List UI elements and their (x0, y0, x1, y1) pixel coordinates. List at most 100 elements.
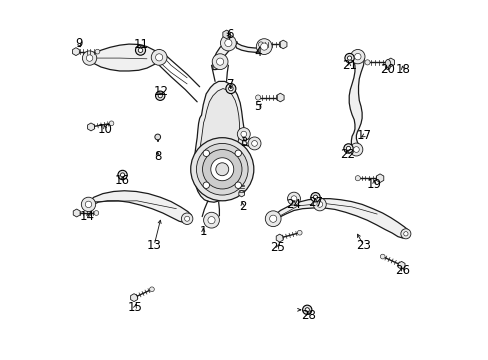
Polygon shape (223, 30, 230, 39)
Circle shape (155, 91, 164, 100)
Polygon shape (376, 174, 383, 183)
Polygon shape (86, 191, 191, 222)
Circle shape (343, 144, 352, 153)
Circle shape (313, 195, 317, 199)
Text: 9: 9 (75, 36, 82, 50)
Circle shape (94, 211, 99, 215)
Circle shape (138, 48, 142, 53)
Circle shape (109, 121, 114, 126)
Text: 16: 16 (114, 174, 129, 187)
Polygon shape (276, 93, 284, 102)
Text: 21: 21 (341, 59, 356, 72)
Circle shape (350, 49, 364, 64)
Ellipse shape (384, 59, 390, 69)
Circle shape (135, 45, 145, 55)
Polygon shape (386, 58, 394, 67)
Circle shape (149, 287, 154, 292)
Polygon shape (198, 89, 239, 196)
Circle shape (203, 150, 209, 157)
Circle shape (313, 198, 325, 211)
Text: 5: 5 (254, 100, 261, 113)
Circle shape (158, 94, 162, 98)
Text: 7: 7 (226, 78, 234, 91)
Circle shape (203, 212, 219, 228)
Circle shape (310, 193, 320, 202)
Circle shape (216, 58, 223, 65)
Polygon shape (130, 294, 137, 302)
Circle shape (228, 86, 233, 91)
Text: 8: 8 (154, 150, 161, 163)
Circle shape (239, 181, 243, 185)
Circle shape (380, 254, 385, 259)
Circle shape (403, 231, 407, 236)
Circle shape (224, 40, 231, 46)
Circle shape (82, 51, 97, 65)
Circle shape (203, 182, 209, 188)
Text: 26: 26 (395, 264, 409, 277)
Circle shape (287, 192, 300, 205)
Polygon shape (397, 261, 404, 269)
Polygon shape (238, 190, 244, 197)
Text: 28: 28 (300, 309, 315, 322)
Text: 4: 4 (254, 46, 262, 59)
Circle shape (81, 197, 96, 212)
Text: 1: 1 (199, 225, 206, 238)
Circle shape (400, 229, 410, 239)
Circle shape (118, 170, 127, 180)
Circle shape (155, 54, 163, 61)
Circle shape (120, 173, 124, 177)
Circle shape (344, 53, 353, 63)
Circle shape (346, 147, 350, 150)
Text: 24: 24 (286, 198, 301, 211)
Circle shape (235, 182, 241, 188)
Circle shape (364, 60, 369, 65)
Polygon shape (72, 48, 79, 55)
Circle shape (316, 202, 322, 207)
Text: 19: 19 (366, 178, 381, 191)
Circle shape (184, 216, 189, 221)
Circle shape (95, 49, 100, 54)
Text: 11: 11 (133, 38, 148, 51)
Text: 20: 20 (379, 63, 394, 76)
Circle shape (181, 213, 192, 225)
Circle shape (210, 158, 233, 181)
Circle shape (235, 150, 241, 157)
Circle shape (354, 53, 360, 60)
Circle shape (207, 217, 215, 224)
Polygon shape (348, 55, 364, 151)
Text: 18: 18 (395, 63, 409, 76)
Circle shape (190, 138, 253, 201)
Circle shape (215, 163, 228, 176)
Text: 14: 14 (80, 210, 95, 223)
Text: 6: 6 (225, 28, 233, 41)
Circle shape (258, 42, 263, 47)
Polygon shape (88, 44, 160, 71)
Text: 2: 2 (239, 201, 246, 213)
Circle shape (241, 131, 246, 137)
Text: 25: 25 (269, 241, 285, 254)
Polygon shape (279, 40, 286, 49)
Text: 27: 27 (307, 196, 323, 209)
Circle shape (255, 95, 260, 100)
Circle shape (202, 149, 242, 189)
Text: 12: 12 (154, 85, 168, 98)
Circle shape (237, 128, 250, 140)
Circle shape (305, 308, 309, 312)
Polygon shape (87, 123, 94, 131)
Circle shape (85, 201, 92, 208)
Circle shape (196, 143, 247, 195)
Text: 23: 23 (355, 239, 370, 252)
Polygon shape (271, 199, 408, 238)
Circle shape (155, 134, 160, 140)
Circle shape (353, 147, 359, 152)
Circle shape (151, 49, 167, 65)
Circle shape (86, 55, 93, 61)
Circle shape (247, 137, 261, 150)
Circle shape (347, 56, 351, 60)
Circle shape (256, 39, 271, 54)
Text: 3: 3 (240, 136, 247, 149)
Text: 22: 22 (340, 148, 355, 161)
Circle shape (269, 215, 276, 222)
Text: 13: 13 (146, 239, 161, 252)
Circle shape (349, 143, 362, 156)
